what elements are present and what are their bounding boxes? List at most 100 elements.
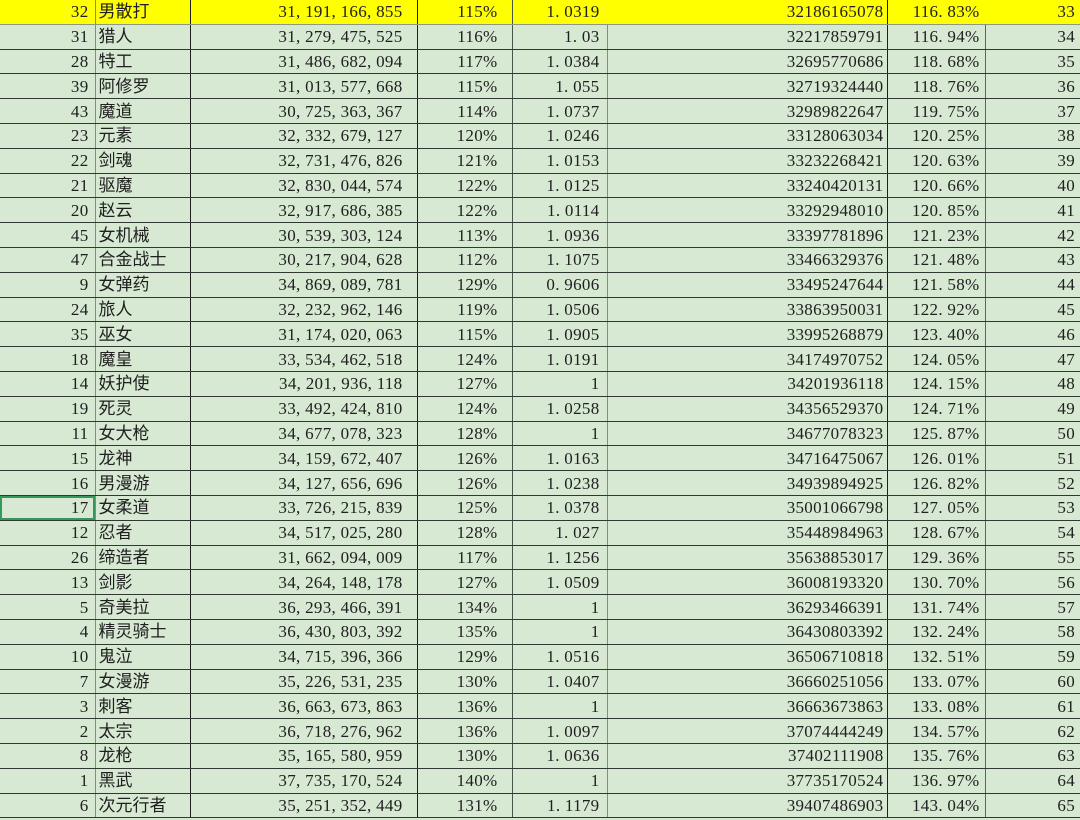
- cell[interactable]: 8: [0, 743, 96, 769]
- cell[interactable]: 36: [985, 73, 1080, 100]
- cell[interactable]: 135%: [417, 619, 513, 645]
- cell[interactable]: 34, 869, 089, 781: [190, 272, 418, 298]
- cell[interactable]: 131. 74%: [887, 594, 986, 620]
- cell[interactable]: 32695770686: [607, 49, 888, 75]
- cell[interactable]: 124%: [417, 396, 513, 422]
- cell[interactable]: 死灵: [95, 396, 191, 422]
- cell[interactable]: 刺客: [95, 693, 191, 720]
- cell[interactable]: 132. 24%: [887, 619, 986, 645]
- cell[interactable]: 18: [0, 346, 96, 372]
- cell[interactable]: 16: [0, 470, 96, 496]
- cell[interactable]: 122. 92%: [887, 297, 986, 323]
- cell[interactable]: 31, 013, 577, 668: [190, 73, 418, 100]
- cell[interactable]: 136. 97%: [887, 768, 986, 794]
- cell[interactable]: 34, 517, 025, 280: [190, 520, 418, 546]
- cell[interactable]: 34, 715, 396, 366: [190, 644, 418, 670]
- cell[interactable]: 126. 01%: [887, 445, 986, 472]
- cell[interactable]: 女弹药: [95, 272, 191, 298]
- cell[interactable]: 63: [985, 743, 1080, 769]
- cell[interactable]: 115%: [417, 0, 513, 25]
- cell[interactable]: 36506710818: [607, 644, 888, 670]
- cell[interactable]: 女机械: [95, 222, 191, 248]
- cell[interactable]: 36, 663, 673, 863: [190, 693, 418, 720]
- cell[interactable]: 33232268421: [607, 148, 888, 174]
- cell[interactable]: 119. 75%: [887, 98, 986, 124]
- cell[interactable]: 43: [0, 98, 96, 124]
- cell[interactable]: 1: [512, 371, 608, 397]
- cell[interactable]: 134%: [417, 594, 513, 620]
- cell[interactable]: 猎人: [95, 24, 191, 50]
- cell[interactable]: 119%: [417, 297, 513, 323]
- cell[interactable]: 112%: [417, 247, 513, 273]
- cell[interactable]: 126%: [417, 470, 513, 496]
- cell[interactable]: 36, 293, 466, 391: [190, 594, 418, 620]
- cell[interactable]: 34201936118: [607, 371, 888, 397]
- cell[interactable]: 33, 534, 462, 518: [190, 346, 418, 372]
- cell[interactable]: 128%: [417, 520, 513, 546]
- cell[interactable]: 123. 40%: [887, 321, 986, 348]
- cell[interactable]: 龙神: [95, 445, 191, 472]
- cell[interactable]: 32, 830, 044, 574: [190, 173, 418, 199]
- cell[interactable]: 太宗: [95, 718, 191, 744]
- cell[interactable]: 143. 04%: [887, 793, 986, 819]
- cell[interactable]: 3: [0, 693, 96, 720]
- cell[interactable]: 36660251056: [607, 669, 888, 695]
- cell[interactable]: 37402111908: [607, 743, 888, 769]
- cell[interactable]: 1. 03: [512, 24, 608, 50]
- cell[interactable]: 1. 1179: [512, 793, 608, 819]
- cell[interactable]: 127%: [417, 371, 513, 397]
- cell[interactable]: 120%: [417, 123, 513, 149]
- cell[interactable]: 巫女: [95, 321, 191, 348]
- cell[interactable]: 129%: [417, 644, 513, 670]
- cell[interactable]: 23: [0, 123, 96, 149]
- cell[interactable]: 6: [0, 793, 96, 819]
- cell[interactable]: 118. 76%: [887, 73, 986, 100]
- cell[interactable]: 1: [512, 421, 608, 447]
- cell[interactable]: 122%: [417, 197, 513, 224]
- cell[interactable]: 34, 127, 656, 696: [190, 470, 418, 496]
- cell[interactable]: 37: [985, 98, 1080, 124]
- cell[interactable]: 10: [0, 644, 96, 670]
- cell[interactable]: 36430803392: [607, 619, 888, 645]
- cell[interactable]: 阿修罗: [95, 73, 191, 100]
- cell[interactable]: 130%: [417, 669, 513, 695]
- cell[interactable]: 34356529370: [607, 396, 888, 422]
- cell[interactable]: 121. 58%: [887, 272, 986, 298]
- cell[interactable]: 1. 0384: [512, 49, 608, 75]
- cell[interactable]: 33495247644: [607, 272, 888, 298]
- cell[interactable]: 113%: [417, 222, 513, 248]
- cell[interactable]: 46: [985, 321, 1080, 348]
- cell[interactable]: 44: [985, 272, 1080, 298]
- cell[interactable]: 130. 70%: [887, 569, 986, 596]
- cell[interactable]: 116. 83%: [887, 0, 986, 25]
- cell[interactable]: 黑武: [95, 768, 191, 794]
- cell[interactable]: 133. 07%: [887, 669, 986, 695]
- cell[interactable]: 35, 165, 580, 959: [190, 743, 418, 769]
- cell[interactable]: 1. 1075: [512, 247, 608, 273]
- cell[interactable]: 120. 85%: [887, 197, 986, 224]
- cell[interactable]: 1: [512, 693, 608, 720]
- cell[interactable]: 47: [985, 346, 1080, 372]
- cell[interactable]: 61: [985, 693, 1080, 720]
- cell[interactable]: 124. 05%: [887, 346, 986, 372]
- cell[interactable]: 45: [985, 297, 1080, 323]
- cell[interactable]: 33995268879: [607, 321, 888, 348]
- cell[interactable]: 32217859791: [607, 24, 888, 50]
- cell[interactable]: 60: [985, 669, 1080, 695]
- cell[interactable]: 32989822647: [607, 98, 888, 124]
- cell[interactable]: 32, 332, 679, 127: [190, 123, 418, 149]
- cell[interactable]: 124%: [417, 346, 513, 372]
- cell[interactable]: 59: [985, 644, 1080, 670]
- cell[interactable]: 48: [985, 371, 1080, 397]
- cell[interactable]: 39: [985, 148, 1080, 174]
- cell[interactable]: 28: [0, 49, 96, 75]
- cell[interactable]: 117%: [417, 545, 513, 571]
- cell[interactable]: 62: [985, 718, 1080, 744]
- cell[interactable]: 40: [985, 173, 1080, 199]
- cell[interactable]: 65: [985, 793, 1080, 819]
- cell[interactable]: 31, 191, 166, 855: [190, 0, 418, 25]
- cell[interactable]: 1. 0509: [512, 569, 608, 596]
- cell[interactable]: 奇美拉: [95, 594, 191, 620]
- cell[interactable]: 50: [985, 421, 1080, 447]
- cell[interactable]: 34, 264, 148, 178: [190, 569, 418, 596]
